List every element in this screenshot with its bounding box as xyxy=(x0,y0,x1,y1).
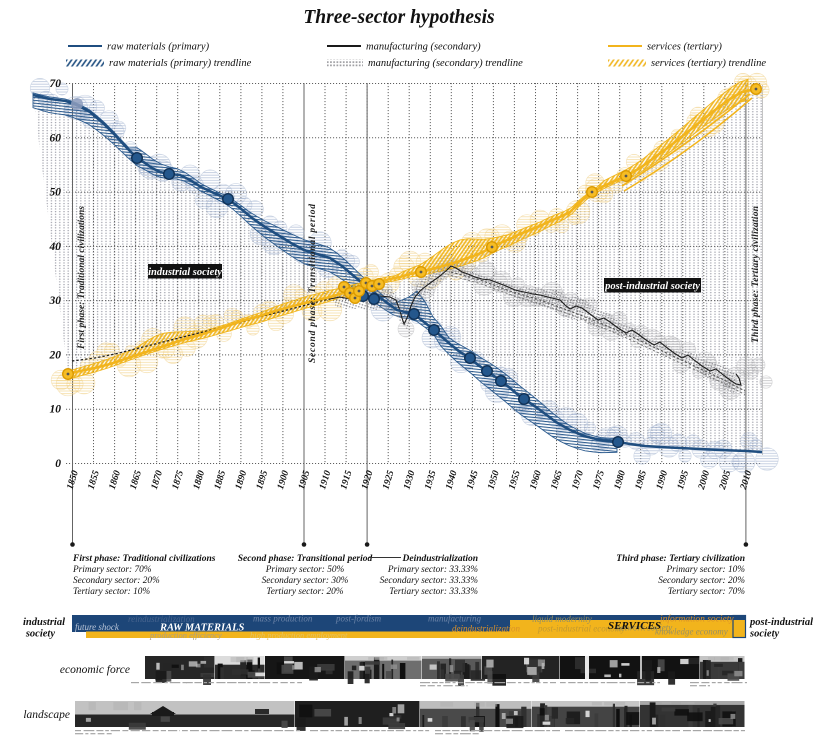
svg-text:raw materials (primary): raw materials (primary) xyxy=(107,42,210,53)
svg-text:1990: 1990 xyxy=(654,469,670,491)
svg-text:0: 0 xyxy=(55,458,61,470)
svg-text:20: 20 xyxy=(49,349,62,361)
svg-text:Third phase: Tertiary civiliza: Third phase: Tertiary civilization xyxy=(616,554,745,564)
svg-text:1890: 1890 xyxy=(233,469,249,491)
svg-text:Second phase: Transitional per: Second phase: Transitional period xyxy=(308,204,318,363)
svg-text:landscape: landscape xyxy=(23,709,70,721)
svg-text:1920: 1920 xyxy=(359,469,375,491)
svg-text:industrial: industrial xyxy=(23,617,65,628)
svg-text:1865: 1865 xyxy=(128,469,144,491)
svg-text:Third phase: Tertiary civiliza: Third phase: Tertiary civilization xyxy=(751,206,761,343)
svg-text:1855: 1855 xyxy=(86,469,102,491)
svg-text:1880: 1880 xyxy=(191,469,207,491)
svg-text:1975: 1975 xyxy=(591,469,607,491)
svg-text:production efficiency: production efficiency xyxy=(149,630,222,640)
svg-text:First phase: Traditional civil: First phase: Traditional civilizations xyxy=(72,554,216,564)
svg-text:mass production: mass production xyxy=(253,614,313,624)
svg-text:1860: 1860 xyxy=(107,469,123,491)
svg-text:services (tertiary) trendline: services (tertiary) trendline xyxy=(651,58,766,69)
svg-text:1915: 1915 xyxy=(338,469,354,491)
svg-text:Secondary sector: 20%: Secondary sector: 20% xyxy=(658,576,745,586)
svg-text:1885: 1885 xyxy=(212,469,228,491)
svg-text:1970: 1970 xyxy=(570,469,586,491)
svg-text:Secondary sector: 33.33%: Secondary sector: 33.33% xyxy=(380,576,479,586)
svg-text:high production employment: high production employment xyxy=(250,630,348,640)
svg-text:Primary sector: 70%: Primary sector: 70% xyxy=(72,565,152,575)
svg-text:economic force: economic force xyxy=(60,664,130,676)
svg-text:manufacturing (secondary): manufacturing (secondary) xyxy=(366,42,481,53)
svg-text:deindustrialization: deindustrialization xyxy=(452,624,521,634)
svg-text:60: 60 xyxy=(50,132,62,144)
svg-text:knowledge economy: knowledge economy xyxy=(655,627,728,637)
svg-text:40: 40 xyxy=(49,241,62,253)
svg-text:Second phase: Transitional per: Second phase: Transitional period xyxy=(238,554,373,564)
svg-text:1900: 1900 xyxy=(275,469,291,491)
svg-text:manufacturing (secondary) tren: manufacturing (secondary) trendline xyxy=(368,58,523,69)
svg-text:1930: 1930 xyxy=(401,469,417,491)
svg-text:manufacturing: manufacturing xyxy=(428,614,481,624)
svg-text:1950: 1950 xyxy=(486,469,502,491)
svg-text:1895: 1895 xyxy=(254,469,270,491)
svg-text:reindustrialization: reindustrialization xyxy=(128,614,195,624)
svg-text:post-industrial economy: post-industrial economy xyxy=(537,624,625,634)
svg-text:1925: 1925 xyxy=(380,469,396,491)
svg-text:1965: 1965 xyxy=(549,469,565,491)
svg-text:liquid modernity: liquid modernity xyxy=(532,614,592,624)
svg-text:services (tertiary): services (tertiary) xyxy=(647,42,722,53)
svg-text:1850: 1850 xyxy=(65,469,81,491)
svg-text:1870: 1870 xyxy=(149,469,165,491)
svg-text:Secondary sector: 20%: Secondary sector: 20% xyxy=(73,576,160,586)
svg-text:post-industrial society: post-industrial society xyxy=(604,281,700,292)
svg-text:network society: network society xyxy=(616,623,672,633)
svg-text:RAW MATERIALS: RAW MATERIALS xyxy=(159,623,244,634)
svg-text:1945: 1945 xyxy=(465,469,481,491)
svg-text:society: society xyxy=(749,629,779,640)
svg-text:Tertiary sector: 10%: Tertiary sector: 10% xyxy=(73,587,150,597)
svg-text:Primary sector: 50%: Primary sector: 50% xyxy=(265,565,345,575)
svg-text:SERVICES: SERVICES xyxy=(608,620,661,632)
svg-text:First phase: Traditional civil: First phase: Traditional civilizations xyxy=(77,206,87,350)
svg-text:post-fordism: post-fordism xyxy=(335,614,382,624)
svg-text:1980: 1980 xyxy=(612,469,628,491)
svg-text:Three-sector hypothesis: Three-sector hypothesis xyxy=(303,7,494,28)
svg-text:post-industrial: post-industrial xyxy=(749,617,813,628)
svg-text:70: 70 xyxy=(50,78,62,90)
svg-text:1985: 1985 xyxy=(633,469,649,491)
svg-text:Tertiary sector: 70%: Tertiary sector: 70% xyxy=(668,587,745,597)
svg-text:Tertiary sector: 33.33%: Tertiary sector: 33.33% xyxy=(389,587,478,597)
svg-text:society: society xyxy=(25,629,55,640)
svg-text:1905: 1905 xyxy=(296,469,312,491)
svg-text:1960: 1960 xyxy=(528,469,544,491)
svg-text:information society: information society xyxy=(660,614,734,625)
svg-text:30: 30 xyxy=(49,295,62,307)
svg-text:industrial society: industrial society xyxy=(148,267,222,278)
svg-text:10: 10 xyxy=(50,404,62,416)
svg-text:Secondary sector: 30%: Secondary sector: 30% xyxy=(262,576,349,586)
svg-text:Tertiary sector: 20%: Tertiary sector: 20% xyxy=(266,587,343,597)
svg-text:1935: 1935 xyxy=(423,469,439,491)
svg-text:raw materials (primary) trendl: raw materials (primary) trendline xyxy=(109,58,252,69)
svg-text:1955: 1955 xyxy=(507,469,523,491)
svg-text:1875: 1875 xyxy=(170,469,186,491)
svg-text:50: 50 xyxy=(50,187,62,199)
svg-text:Primary sector: 33.33%: Primary sector: 33.33% xyxy=(387,565,478,575)
svg-text:1940: 1940 xyxy=(444,469,460,491)
svg-text:1995: 1995 xyxy=(675,469,691,491)
svg-text:future shock: future shock xyxy=(75,622,120,632)
svg-text:Deindustrialization: Deindustrialization xyxy=(402,554,479,564)
svg-text:1910: 1910 xyxy=(317,469,333,491)
svg-text:Primary sector: 10%: Primary sector: 10% xyxy=(666,565,746,575)
